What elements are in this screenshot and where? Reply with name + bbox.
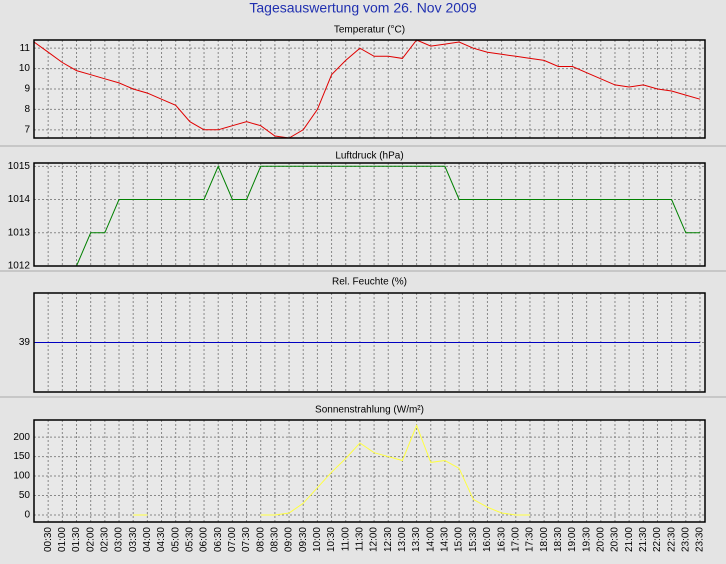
y-tick-label: 1014 [8, 194, 31, 205]
x-tick-label: 11:00 [340, 527, 351, 552]
page-title: Tagesauswertung vom 26. Nov 2009 [249, 0, 476, 16]
x-tick-label: 01:00 [57, 527, 68, 552]
x-tick-label: 09:00 [284, 527, 295, 552]
x-tick-label: 05:00 [170, 527, 181, 552]
y-tick-label: 1015 [8, 161, 31, 172]
x-tick-label: 06:30 [213, 527, 224, 552]
x-tick-label: 23:30 [695, 527, 706, 552]
x-tick-label: 20:00 [595, 527, 606, 552]
x-tick-label: 12:30 [383, 527, 394, 552]
x-tick-label: 19:30 [581, 527, 592, 552]
plot-frame [33, 39, 706, 139]
x-tick-label: 17:00 [510, 527, 521, 552]
x-tick-label: 13:30 [411, 527, 422, 552]
x-tick-label: 14:00 [425, 527, 436, 552]
data-line [34, 165, 700, 267]
plot-frame [33, 162, 706, 267]
plot-frame [33, 419, 706, 523]
y-tick-label: 0 [24, 510, 30, 521]
x-tick-label: 18:30 [553, 527, 564, 552]
y-tick-label: 150 [13, 451, 30, 462]
x-tick-label: 00:30 [43, 527, 54, 552]
x-tick-label: 08:30 [270, 527, 281, 552]
x-tick-label: 03:00 [114, 527, 125, 552]
x-tick-label: 18:00 [539, 527, 550, 552]
x-tick-label: 11:30 [355, 527, 366, 552]
x-tick-label: 03:30 [128, 527, 139, 552]
data-line [33, 39, 701, 139]
y-tick-label: 200 [13, 432, 30, 443]
x-tick-label: 06:00 [199, 527, 210, 552]
plot-area [34, 40, 705, 138]
x-tick-label: 02:00 [85, 527, 96, 552]
y-tick-label: 100 [13, 471, 30, 482]
chart-title: Luftdruck (hPa) [335, 151, 403, 162]
x-tick-label: 22:30 [666, 527, 677, 552]
y-tick-label: 11 [20, 43, 31, 54]
x-tick-label: 23:00 [680, 527, 691, 552]
x-tick-label: 15:30 [468, 527, 479, 552]
x-tick-label: 15:00 [454, 527, 465, 552]
x-tick-label: 13:00 [397, 527, 408, 552]
chart-title: Sonnenstrahlung (W/m²) [315, 405, 424, 416]
x-tick-label: 05:30 [185, 527, 196, 552]
chart-title: Temperatur (°C) [334, 25, 405, 36]
x-tick-label: 19:00 [567, 527, 578, 552]
plot-area [34, 420, 705, 522]
y-tick-label: 10 [19, 63, 31, 74]
x-tick-label: 07:30 [241, 527, 252, 552]
x-tick-label: 17:30 [525, 527, 536, 552]
y-tick-label: 39 [19, 337, 31, 348]
x-tick-label: 04:30 [156, 527, 167, 552]
x-tick-label: 08:00 [255, 527, 266, 552]
y-tick-label: 1012 [8, 261, 31, 272]
x-tick-label: 10:00 [312, 527, 323, 552]
plot-area [34, 163, 705, 266]
x-tick-label: 01:30 [71, 527, 82, 552]
x-tick-label: 12:00 [369, 527, 380, 552]
plot-frame [33, 292, 706, 393]
x-tick-label: 21:00 [624, 527, 635, 552]
x-tick-label: 20:30 [610, 527, 621, 552]
data-line [133, 424, 530, 516]
x-tick-label: 02:30 [99, 527, 110, 552]
x-tick-label: 04:00 [142, 527, 153, 552]
x-tick-label: 09:30 [298, 527, 309, 552]
y-tick-label: 8 [24, 104, 30, 115]
y-tick-label: 1013 [8, 227, 31, 238]
x-tick-label: 10:30 [326, 527, 337, 552]
x-tick-label: 16:00 [482, 527, 493, 552]
x-tick-label: 14:30 [440, 527, 451, 552]
y-tick-label: 7 [24, 124, 30, 135]
chart-title: Rel. Feuchte (%) [332, 277, 407, 288]
x-tick-label: 07:00 [227, 527, 238, 552]
x-tick-label: 16:30 [496, 527, 507, 552]
x-tick-label: 21:30 [638, 527, 649, 552]
x-tick-label: 22:00 [652, 527, 663, 552]
y-tick-label: 9 [24, 84, 30, 95]
y-tick-label: 50 [19, 490, 31, 501]
